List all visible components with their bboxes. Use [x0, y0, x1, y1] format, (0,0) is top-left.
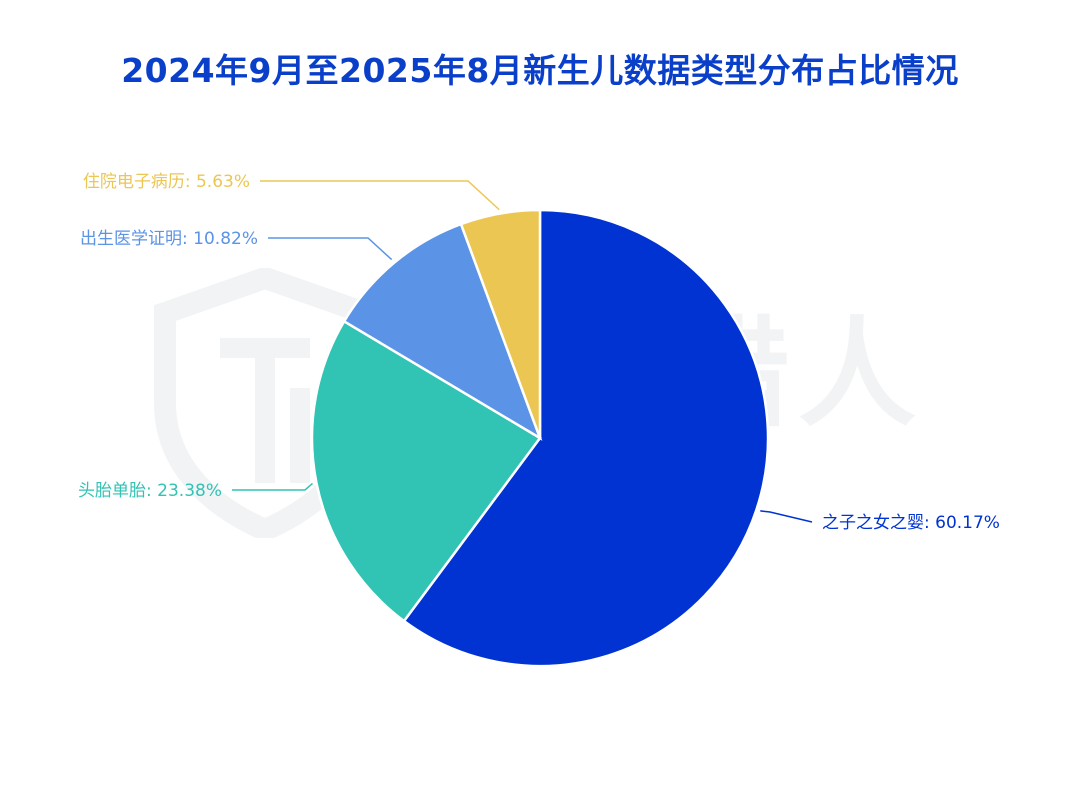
- pie-slice-2: [310, 319, 542, 623]
- pie-slice-3: [342, 222, 543, 441]
- slice-label-2: 头胎单胎: 23.38%: [78, 481, 222, 501]
- slice-label-1: 之子之女之婴: 60.17%: [822, 513, 1000, 533]
- leader-line-1: [760, 510, 813, 523]
- slice-label-3: 出生医学证明: 10.82%: [80, 229, 258, 249]
- chart-title: 2024年9月至2025年8月新生儿数据类型分布占比情况: [121, 51, 959, 90]
- leader-line-4: [260, 180, 500, 211]
- pie-slice-1: [402, 208, 770, 668]
- leader-line-2: [232, 482, 313, 491]
- pie-slice-4: [459, 208, 542, 439]
- slice-label-4: 住院电子病历: 5.63%: [83, 172, 250, 192]
- leader-line-3: [268, 237, 393, 261]
